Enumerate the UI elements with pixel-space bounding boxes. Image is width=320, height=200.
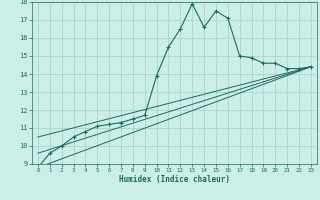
X-axis label: Humidex (Indice chaleur): Humidex (Indice chaleur) bbox=[119, 175, 230, 184]
